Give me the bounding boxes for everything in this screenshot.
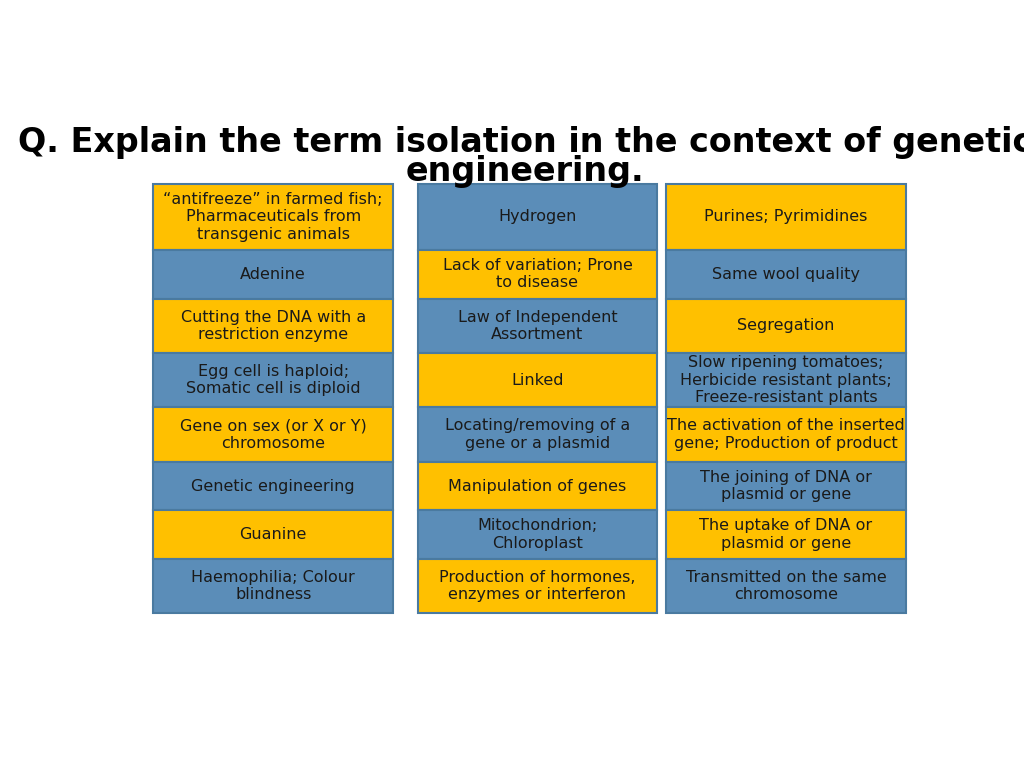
- FancyBboxPatch shape: [666, 510, 905, 559]
- Text: The uptake of DNA or
plasmid or gene: The uptake of DNA or plasmid or gene: [699, 518, 872, 551]
- Text: “antifreeze” in farmed fish;
Pharmaceuticals from
transgenic animals: “antifreeze” in farmed fish; Pharmaceuti…: [164, 192, 383, 242]
- FancyBboxPatch shape: [154, 407, 393, 462]
- Text: The joining of DNA or
plasmid or gene: The joining of DNA or plasmid or gene: [700, 470, 871, 502]
- Text: Purines; Pyrimidines: Purines; Pyrimidines: [705, 210, 867, 224]
- Text: Linked: Linked: [511, 372, 564, 388]
- Text: Guanine: Guanine: [240, 527, 307, 542]
- Text: engineering.: engineering.: [406, 155, 644, 188]
- FancyBboxPatch shape: [154, 462, 393, 510]
- Text: Mitochondrion;
Chloroplast: Mitochondrion; Chloroplast: [477, 518, 598, 551]
- FancyBboxPatch shape: [418, 250, 657, 299]
- FancyBboxPatch shape: [666, 299, 905, 353]
- FancyBboxPatch shape: [666, 184, 905, 250]
- Text: Transmitted on the same
chromosome: Transmitted on the same chromosome: [685, 570, 886, 602]
- Text: The activation of the inserted
gene; Production of product: The activation of the inserted gene; Pro…: [667, 419, 905, 451]
- FancyBboxPatch shape: [418, 462, 657, 510]
- FancyBboxPatch shape: [154, 353, 393, 407]
- Text: Haemophilia; Colour
blindness: Haemophilia; Colour blindness: [191, 570, 355, 602]
- FancyBboxPatch shape: [418, 353, 657, 407]
- Text: Cutting the DNA with a
restriction enzyme: Cutting the DNA with a restriction enzym…: [180, 310, 366, 342]
- Text: Locating/removing of a
gene or a plasmid: Locating/removing of a gene or a plasmid: [444, 419, 630, 451]
- Text: Segregation: Segregation: [737, 318, 835, 333]
- Text: Slow ripening tomatoes;
Herbicide resistant plants;
Freeze-resistant plants: Slow ripening tomatoes; Herbicide resist…: [680, 356, 892, 405]
- FancyBboxPatch shape: [154, 559, 393, 613]
- FancyBboxPatch shape: [666, 462, 905, 510]
- Text: Manipulation of genes: Manipulation of genes: [449, 478, 627, 494]
- Text: Lack of variation; Prone
to disease: Lack of variation; Prone to disease: [442, 258, 633, 290]
- Text: Gene on sex (or X or Y)
chromosome: Gene on sex (or X or Y) chromosome: [180, 419, 367, 451]
- FancyBboxPatch shape: [418, 407, 657, 462]
- FancyBboxPatch shape: [154, 184, 393, 250]
- FancyBboxPatch shape: [154, 299, 393, 353]
- Text: Q. Explain the term isolation in the context of genetic: Q. Explain the term isolation in the con…: [17, 126, 1024, 159]
- Text: Adenine: Adenine: [241, 266, 306, 282]
- FancyBboxPatch shape: [666, 353, 905, 407]
- Text: Same wool quality: Same wool quality: [712, 266, 860, 282]
- Text: Genetic engineering: Genetic engineering: [191, 478, 355, 494]
- FancyBboxPatch shape: [666, 407, 905, 462]
- FancyBboxPatch shape: [418, 299, 657, 353]
- FancyBboxPatch shape: [154, 250, 393, 299]
- FancyBboxPatch shape: [154, 510, 393, 559]
- FancyBboxPatch shape: [418, 184, 657, 250]
- Text: Egg cell is haploid;
Somatic cell is diploid: Egg cell is haploid; Somatic cell is dip…: [186, 364, 360, 396]
- Text: Hydrogen: Hydrogen: [499, 210, 577, 224]
- FancyBboxPatch shape: [418, 510, 657, 559]
- FancyBboxPatch shape: [418, 559, 657, 613]
- Text: Law of Independent
Assortment: Law of Independent Assortment: [458, 310, 617, 342]
- FancyBboxPatch shape: [666, 250, 905, 299]
- FancyBboxPatch shape: [666, 559, 905, 613]
- Text: Production of hormones,
enzymes or interferon: Production of hormones, enzymes or inter…: [439, 570, 636, 602]
